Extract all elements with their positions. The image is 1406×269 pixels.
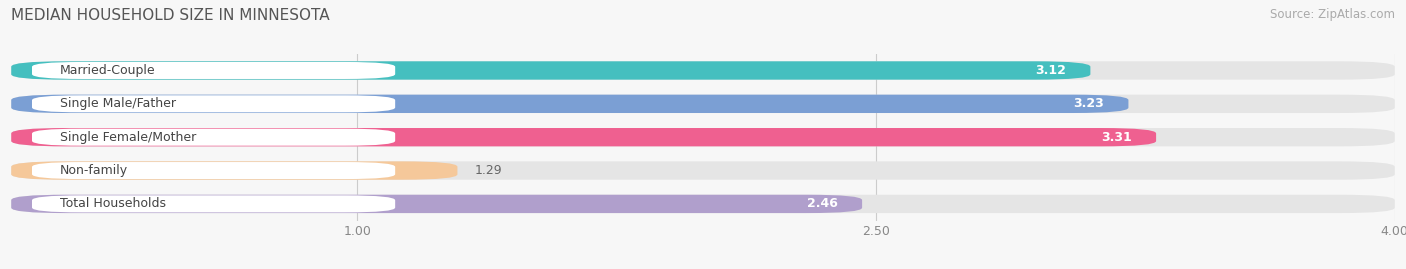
FancyBboxPatch shape [11, 161, 1395, 180]
Text: Single Female/Mother: Single Female/Mother [59, 131, 195, 144]
FancyBboxPatch shape [11, 61, 1091, 80]
FancyBboxPatch shape [11, 195, 1395, 213]
Text: Single Male/Father: Single Male/Father [59, 97, 176, 110]
Text: 3.23: 3.23 [1073, 97, 1104, 110]
FancyBboxPatch shape [32, 162, 395, 179]
FancyBboxPatch shape [32, 95, 395, 112]
Text: 2.46: 2.46 [807, 197, 838, 210]
Text: Non-family: Non-family [59, 164, 128, 177]
FancyBboxPatch shape [11, 195, 862, 213]
Text: MEDIAN HOUSEHOLD SIZE IN MINNESOTA: MEDIAN HOUSEHOLD SIZE IN MINNESOTA [11, 8, 330, 23]
Text: Married-Couple: Married-Couple [59, 64, 155, 77]
FancyBboxPatch shape [11, 128, 1156, 146]
FancyBboxPatch shape [11, 128, 1395, 146]
Text: 1.29: 1.29 [475, 164, 502, 177]
FancyBboxPatch shape [32, 129, 395, 146]
FancyBboxPatch shape [11, 95, 1395, 113]
FancyBboxPatch shape [11, 95, 1129, 113]
Text: Source: ZipAtlas.com: Source: ZipAtlas.com [1270, 8, 1395, 21]
FancyBboxPatch shape [32, 195, 395, 213]
FancyBboxPatch shape [11, 61, 1395, 80]
Text: Total Households: Total Households [59, 197, 166, 210]
FancyBboxPatch shape [32, 62, 395, 79]
Text: 3.31: 3.31 [1101, 131, 1132, 144]
Text: 3.12: 3.12 [1035, 64, 1066, 77]
FancyBboxPatch shape [11, 161, 457, 180]
